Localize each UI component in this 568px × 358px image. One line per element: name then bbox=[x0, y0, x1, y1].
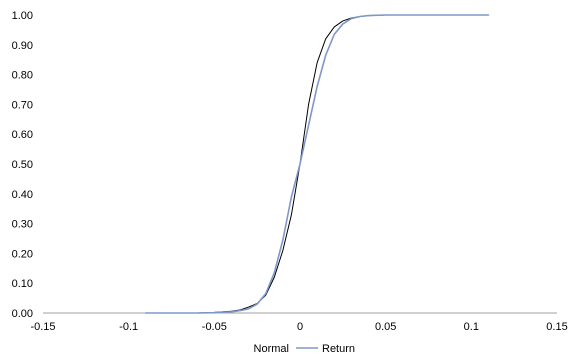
legend-label-normal: Normal bbox=[254, 343, 289, 355]
x-axis-tick-labels: -0.15 -0.1 -0.05 0 0.05 0.1 0.15 bbox=[30, 321, 567, 333]
y-tick-label: 0.10 bbox=[12, 278, 33, 290]
y-tick-label: 0.60 bbox=[12, 129, 33, 141]
y-tick-label: 0.70 bbox=[12, 99, 33, 111]
y-tick-label: 0.90 bbox=[12, 40, 33, 52]
y-tick-label: 0.30 bbox=[12, 219, 33, 231]
y-tick-label: 1.00 bbox=[12, 10, 33, 22]
series-line-normal bbox=[145, 14, 387, 314]
x-tick-label: -0.05 bbox=[202, 321, 227, 333]
series-layer bbox=[145, 14, 490, 314]
y-axis-tick-labels: 0.00 0.10 0.20 0.30 0.40 0.50 0.60 0.70 0.80 0.90… bbox=[12, 10, 33, 320]
y-tick-label: 0.40 bbox=[12, 189, 33, 201]
x-tick-label: 0 bbox=[297, 321, 303, 333]
y-tick-label: 0.50 bbox=[12, 159, 33, 171]
y-tick-label: 0.20 bbox=[12, 248, 33, 260]
x-tick-label: 0.15 bbox=[546, 321, 567, 333]
x-tick-label: 0.05 bbox=[375, 321, 396, 333]
x-tick-label: 0.1 bbox=[464, 321, 479, 333]
legend: Normal Return bbox=[254, 343, 355, 355]
x-tick-label: -0.15 bbox=[30, 321, 55, 333]
y-tick-label: 0.80 bbox=[12, 70, 33, 82]
y-tick-label: 0.00 bbox=[12, 308, 33, 320]
legend-label-return: Return bbox=[322, 343, 355, 355]
series-line-return bbox=[145, 14, 490, 314]
x-tick-label: -0.1 bbox=[119, 321, 138, 333]
